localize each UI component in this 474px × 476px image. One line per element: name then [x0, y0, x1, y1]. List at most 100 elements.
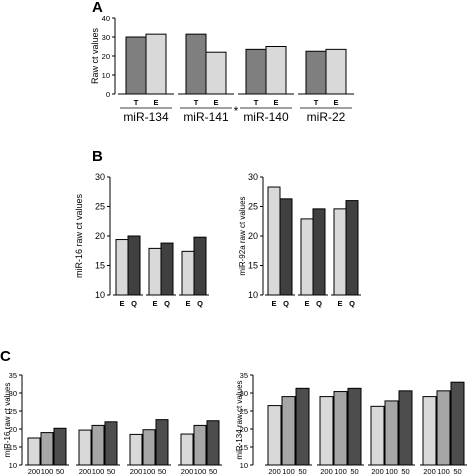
y-tick-label: 10: [248, 290, 258, 300]
category-label: 50: [453, 467, 461, 476]
y-tick-label: 10: [95, 290, 105, 300]
bar-group-2-q: [345, 200, 359, 296]
category-label: 100: [41, 467, 54, 476]
bar-mir-22-t: [305, 50, 327, 95]
category-label: Q: [164, 299, 170, 308]
bar-mir-141-e: [205, 51, 227, 95]
bar-group-3-200: [422, 396, 437, 466]
bar-group-3-50: [206, 420, 220, 466]
y-tick-label: 35: [9, 371, 17, 380]
y-tick-label: 30: [95, 172, 105, 182]
y-tick-label: 15: [240, 443, 248, 452]
y-tick-label: 40: [102, 14, 110, 23]
bar-group-2-e: [333, 208, 347, 296]
category-label: 50: [209, 467, 217, 476]
category-label: E: [333, 98, 338, 107]
bar-group-0-200: [267, 405, 282, 466]
category-label: Q: [197, 299, 203, 308]
category-label: E: [153, 98, 158, 107]
bar-mir-140-e: [265, 46, 287, 95]
category-label: 100: [334, 467, 347, 476]
y-tick-label: 25: [248, 202, 258, 212]
category-label: 200: [130, 467, 143, 476]
category-label: T: [254, 98, 259, 107]
bar-group-1-100: [91, 424, 105, 466]
category-label: Q: [349, 299, 355, 308]
bar-group-1-200: [78, 429, 92, 466]
bar-group-3-200: [180, 433, 194, 466]
bar-group-0-50: [295, 387, 310, 466]
category-label: 200: [371, 467, 384, 476]
bar-group-0-100: [40, 432, 54, 466]
y-tick-label: 25: [95, 202, 105, 212]
y-tick-label: 35: [240, 371, 248, 380]
bar-group-0-e: [115, 239, 129, 296]
group-label-mir-134: miR-134: [123, 110, 169, 124]
bar-group-0-q: [127, 235, 141, 296]
bar-group-0-200: [27, 437, 41, 466]
bar-mir-22-e: [325, 48, 347, 95]
category-label: 50: [56, 467, 64, 476]
bar-mir-141-t: [185, 33, 207, 95]
y-tick-label: 10: [9, 461, 17, 470]
category-label: T: [134, 98, 139, 107]
y-tick-label: 15: [9, 443, 17, 452]
y-tick-label: 15: [248, 261, 258, 271]
category-label: Q: [316, 299, 322, 308]
category-label: 50: [401, 467, 409, 476]
category-label: E: [273, 98, 278, 107]
category-label: E: [337, 299, 342, 308]
significance-asterisk: *: [234, 104, 239, 118]
y-tick-label: 25: [9, 407, 17, 416]
group-label-mir-22: miR-22: [307, 110, 346, 124]
y-tick-label: 30: [9, 389, 17, 398]
y-tick-label: 10: [240, 461, 248, 470]
category-label: T: [314, 98, 319, 107]
y-tick-label: 25: [240, 407, 248, 416]
bar-group-3-100: [193, 424, 207, 466]
category-label: 100: [385, 467, 398, 476]
category-label: 100: [194, 467, 207, 476]
category-label: 200: [79, 467, 92, 476]
y-axis-title: miR-92a raw ct values: [238, 196, 247, 275]
y-axis-title: miR-16 raw ct values: [3, 383, 12, 458]
category-label: 200: [181, 467, 194, 476]
category-label: 100: [282, 467, 295, 476]
category-label: E: [213, 98, 218, 107]
category-label: 200: [28, 467, 41, 476]
bar-group-2-100: [142, 429, 156, 466]
y-axis-title: miR-16 raw ct values: [74, 193, 84, 278]
category-label: E: [185, 299, 190, 308]
group-label-mir-140: miR-140: [243, 110, 289, 124]
category-label: 200: [423, 467, 436, 476]
category-label: E: [271, 299, 276, 308]
bar-group-2-50: [398, 390, 413, 466]
bar-group-0-100: [281, 396, 296, 466]
y-tick-label: 30: [248, 172, 258, 182]
y-tick-label: 0: [106, 90, 110, 99]
y-axis-title: Raw ct values: [90, 27, 100, 84]
bar-mir-134-t: [125, 36, 147, 95]
category-label: E: [152, 299, 157, 308]
bar-group-1-50: [104, 421, 118, 466]
bar-group-0-q: [279, 198, 293, 296]
bar-group-2-e: [181, 250, 195, 296]
panel-letter-A: A: [92, 0, 103, 16]
bar-group-1-e: [148, 247, 162, 296]
bar-group-0-e: [267, 186, 281, 296]
category-label: 50: [107, 467, 115, 476]
bar-mir-140-t: [245, 48, 267, 95]
panel-letter-C: C: [0, 348, 11, 365]
category-label: 50: [350, 467, 358, 476]
bar-group-3-100: [436, 390, 451, 466]
y-tick-label: 30: [240, 389, 248, 398]
group-label-mir-141: miR-141: [183, 110, 229, 124]
y-axis-title: miR-134 raw ct values: [235, 380, 244, 459]
category-label: E: [304, 299, 309, 308]
bar-group-1-q: [312, 208, 326, 296]
y-tick-label: 15: [95, 261, 105, 271]
y-tick-label: 30: [102, 33, 110, 42]
y-tick-label: 20: [102, 52, 110, 61]
